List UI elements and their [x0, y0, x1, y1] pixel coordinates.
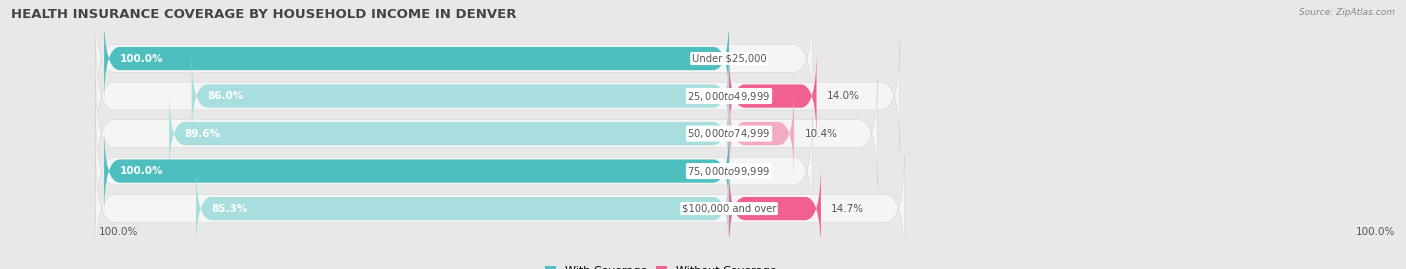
Text: 100.0%: 100.0% — [98, 227, 138, 237]
Legend: With Coverage, Without Coverage: With Coverage, Without Coverage — [546, 266, 776, 269]
Text: 85.3%: 85.3% — [212, 204, 247, 214]
FancyBboxPatch shape — [96, 43, 900, 150]
Text: 0.0%: 0.0% — [740, 54, 766, 63]
Text: $100,000 and over: $100,000 and over — [682, 204, 776, 214]
FancyBboxPatch shape — [730, 164, 821, 253]
Text: $25,000 to $49,999: $25,000 to $49,999 — [688, 90, 770, 102]
FancyBboxPatch shape — [169, 89, 730, 178]
Text: 10.4%: 10.4% — [804, 129, 838, 139]
Text: 100.0%: 100.0% — [1357, 227, 1396, 237]
Text: 100.0%: 100.0% — [120, 166, 163, 176]
Text: 14.7%: 14.7% — [831, 204, 865, 214]
Text: 14.0%: 14.0% — [827, 91, 860, 101]
FancyBboxPatch shape — [96, 5, 813, 112]
FancyBboxPatch shape — [96, 118, 813, 225]
Text: Source: ZipAtlas.com: Source: ZipAtlas.com — [1299, 8, 1395, 17]
Text: Under $25,000: Under $25,000 — [692, 54, 766, 63]
Text: 100.0%: 100.0% — [120, 54, 163, 63]
FancyBboxPatch shape — [730, 89, 794, 178]
FancyBboxPatch shape — [104, 14, 730, 103]
FancyBboxPatch shape — [96, 80, 877, 187]
FancyBboxPatch shape — [195, 164, 730, 253]
FancyBboxPatch shape — [96, 155, 904, 262]
Text: $50,000 to $74,999: $50,000 to $74,999 — [688, 127, 770, 140]
Text: $75,000 to $99,999: $75,000 to $99,999 — [688, 165, 770, 178]
Text: 0.0%: 0.0% — [740, 166, 766, 176]
FancyBboxPatch shape — [730, 51, 817, 141]
Text: HEALTH INSURANCE COVERAGE BY HOUSEHOLD INCOME IN DENVER: HEALTH INSURANCE COVERAGE BY HOUSEHOLD I… — [11, 8, 517, 21]
FancyBboxPatch shape — [104, 126, 730, 216]
Text: 86.0%: 86.0% — [207, 91, 243, 101]
Text: 89.6%: 89.6% — [184, 129, 221, 139]
FancyBboxPatch shape — [191, 51, 730, 141]
